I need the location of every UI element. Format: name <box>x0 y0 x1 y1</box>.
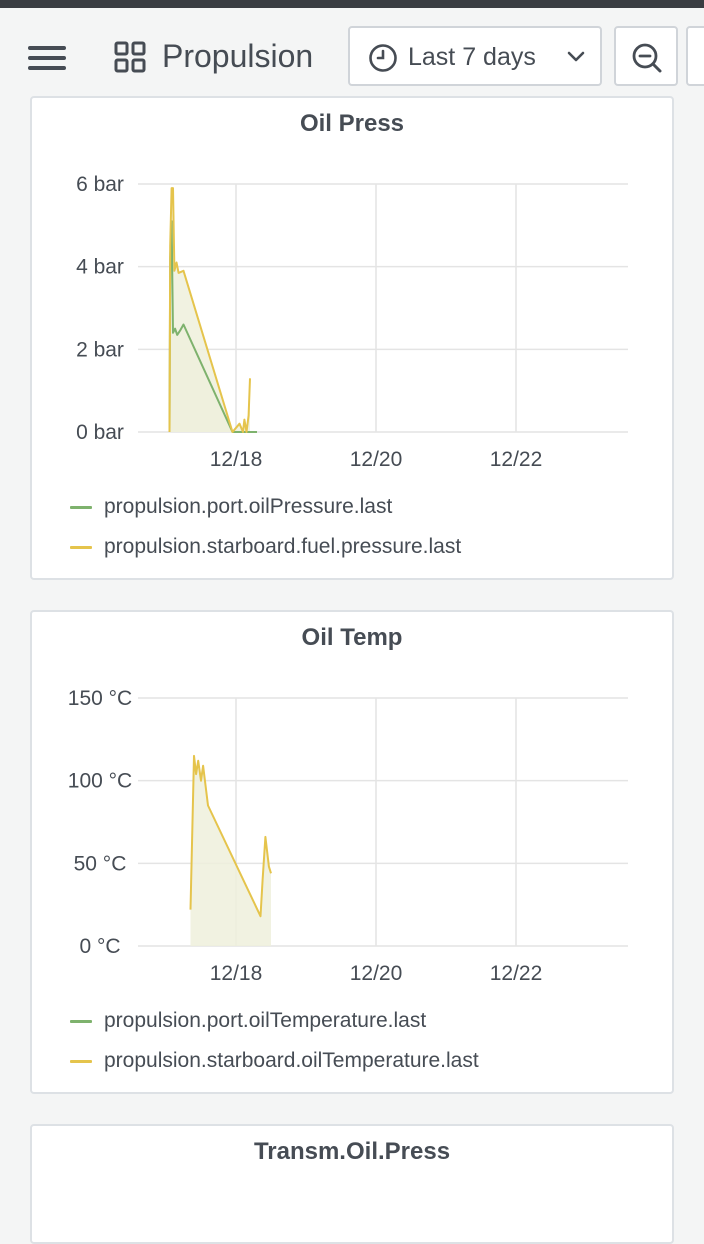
refresh-button[interactable] <box>686 26 704 86</box>
time-range-picker[interactable]: Last 7 days <box>348 26 602 86</box>
y-tick-label: 4 bar <box>76 256 124 279</box>
y-tick-label: 2 bar <box>76 338 124 361</box>
top-edge <box>0 0 704 8</box>
series-swatch <box>70 1020 92 1023</box>
series-area <box>169 188 250 432</box>
clock-icon <box>369 44 397 72</box>
dashboard-header: Propulsion Last 7 days <box>0 8 704 104</box>
y-tick-label: 6 bar <box>76 173 124 196</box>
y-tick-label: 0 bar <box>76 421 124 444</box>
legend-label: propulsion.port.oilPressure.last <box>104 495 393 518</box>
legend-label: propulsion.starboard.oilTemperature.last <box>104 1049 479 1072</box>
grid-icon <box>114 41 146 73</box>
series-swatch <box>70 1060 92 1063</box>
hamburger-icon[interactable] <box>26 44 68 72</box>
panel-title[interactable]: Oil Temp <box>301 624 403 651</box>
legend-label: propulsion.starboard.fuel.pressure.last <box>104 535 462 558</box>
x-tick-label: 12/20 <box>350 962 403 985</box>
zoom-out-button[interactable] <box>614 26 678 86</box>
x-tick-label: 12/22 <box>490 962 543 985</box>
chevron-down-icon <box>567 51 585 62</box>
legend-label: propulsion.port.oilTemperature.last <box>104 1009 427 1032</box>
panel-transm-oil-press: Transm.Oil.Press <box>30 1124 674 1244</box>
series-swatch <box>70 506 92 509</box>
series-line <box>168 187 251 433</box>
dashboard-title[interactable]: Propulsion <box>162 38 314 74</box>
panel-oil-temp: Oil Temp 0 °C 50 °C 100 °C 150 °C 12/18 12/20… <box>30 610 674 1094</box>
x-tick-label: 12/22 <box>490 448 543 471</box>
oil-temp-chart: 0 °C 50 °C 100 °C 150 °C 12/18 12/20 12/22 <box>68 687 628 985</box>
y-tick-label: 100 °C <box>68 770 132 793</box>
series-line <box>189 754 272 918</box>
zoom-out-icon <box>632 43 662 73</box>
x-tick-label: 12/18 <box>210 448 263 471</box>
panel-title[interactable]: Oil Press <box>299 110 405 137</box>
y-tick-label: 50 °C <box>74 852 127 875</box>
series-area <box>190 755 271 946</box>
y-tick-label: 150 °C <box>68 687 132 710</box>
y-tick-label: 0 °C <box>79 935 120 958</box>
x-tick-label: 12/20 <box>350 448 403 471</box>
panel-oil-press: Oil Press 0 bar 2 bar 4 bar 6 bar 12/18 12/20… <box>30 96 674 580</box>
series-swatch <box>70 546 92 549</box>
x-tick-label: 12/18 <box>210 962 263 985</box>
time-range-label: Last 7 days <box>408 43 536 71</box>
oil-press-chart: 0 bar 2 bar 4 bar 6 bar 12/18 12/20 12/22 <box>76 173 628 471</box>
panel-title[interactable]: Transm.Oil.Press <box>253 1138 451 1165</box>
